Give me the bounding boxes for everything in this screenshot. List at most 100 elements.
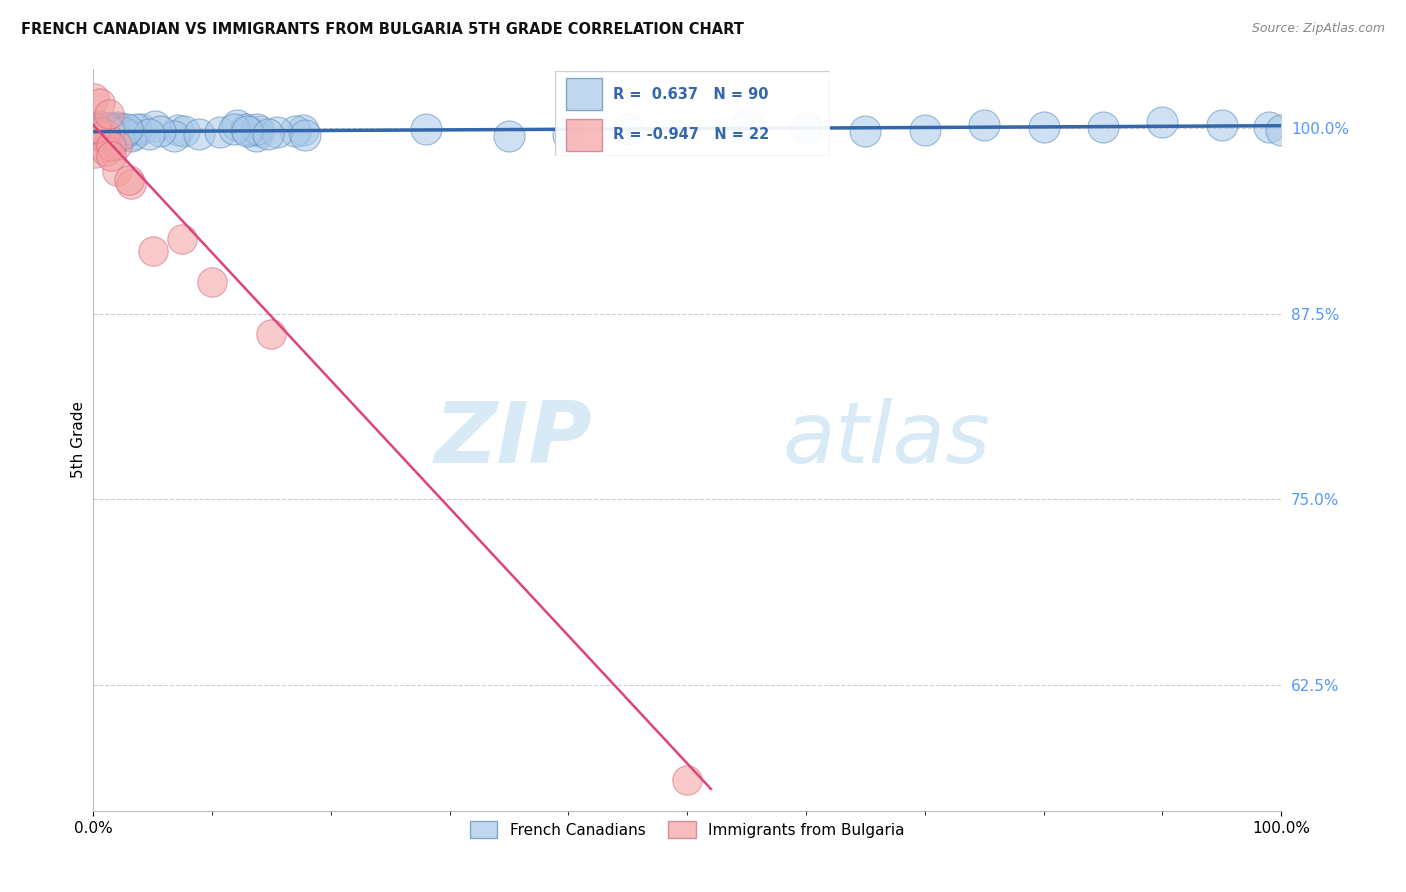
Point bbox=[122, 127, 145, 141]
Point bbox=[735, 118, 758, 132]
Point bbox=[676, 773, 699, 788]
Point bbox=[120, 128, 142, 143]
Y-axis label: 5th Grade: 5th Grade bbox=[72, 401, 86, 478]
Point bbox=[97, 124, 120, 138]
Point bbox=[1152, 115, 1174, 129]
Point bbox=[166, 123, 188, 137]
Point bbox=[86, 121, 108, 136]
Point bbox=[86, 126, 108, 140]
Point bbox=[93, 120, 115, 135]
Point bbox=[143, 119, 166, 133]
Point bbox=[97, 128, 120, 143]
Point bbox=[107, 121, 129, 136]
Point bbox=[94, 130, 117, 145]
Point bbox=[93, 128, 115, 142]
Point bbox=[87, 128, 110, 142]
Point bbox=[110, 122, 132, 136]
Point bbox=[103, 128, 125, 142]
Point bbox=[94, 126, 117, 140]
Point bbox=[246, 122, 269, 136]
Point bbox=[84, 122, 107, 136]
Point bbox=[294, 128, 316, 142]
Point bbox=[110, 128, 132, 143]
Point bbox=[112, 126, 135, 140]
Point bbox=[235, 122, 257, 136]
Point bbox=[149, 124, 172, 138]
Point bbox=[83, 126, 105, 140]
Point bbox=[96, 121, 118, 136]
Point bbox=[84, 146, 107, 161]
Point bbox=[98, 124, 121, 138]
Point bbox=[83, 91, 105, 105]
Point bbox=[226, 118, 249, 132]
Point bbox=[94, 121, 117, 136]
Point bbox=[260, 327, 283, 342]
Point bbox=[245, 128, 267, 143]
Point bbox=[91, 127, 114, 141]
Point bbox=[105, 138, 128, 153]
Point bbox=[89, 125, 111, 139]
FancyBboxPatch shape bbox=[567, 119, 602, 151]
Point bbox=[105, 164, 128, 178]
Text: atlas: atlas bbox=[782, 399, 990, 482]
Point bbox=[98, 126, 121, 140]
Point bbox=[91, 126, 114, 140]
Point bbox=[100, 139, 122, 153]
Point bbox=[103, 124, 125, 138]
Point bbox=[97, 121, 120, 136]
Point bbox=[90, 128, 112, 142]
Point bbox=[1258, 120, 1281, 135]
Point bbox=[84, 125, 107, 139]
Point bbox=[616, 121, 638, 136]
Point bbox=[129, 122, 152, 136]
Point bbox=[98, 128, 121, 142]
FancyBboxPatch shape bbox=[555, 71, 830, 156]
Point bbox=[201, 275, 224, 289]
Point bbox=[173, 124, 195, 138]
Point bbox=[1091, 120, 1114, 134]
Point bbox=[1270, 122, 1292, 136]
Point bbox=[853, 124, 876, 138]
Point bbox=[291, 123, 314, 137]
Point bbox=[247, 124, 270, 138]
Point bbox=[498, 128, 520, 143]
Point bbox=[98, 128, 121, 142]
Point bbox=[235, 123, 257, 137]
Text: R = -0.947   N = 22: R = -0.947 N = 22 bbox=[613, 128, 769, 143]
Point bbox=[96, 123, 118, 137]
Point bbox=[415, 121, 437, 136]
Point bbox=[97, 107, 120, 121]
Point bbox=[118, 173, 141, 187]
Point bbox=[257, 127, 280, 141]
Point bbox=[86, 121, 108, 136]
FancyBboxPatch shape bbox=[567, 78, 602, 111]
Point bbox=[93, 126, 115, 140]
Point bbox=[794, 121, 817, 136]
Point bbox=[557, 128, 579, 143]
Point bbox=[121, 177, 143, 191]
Point bbox=[115, 122, 138, 136]
Point bbox=[224, 121, 246, 136]
Point bbox=[94, 140, 117, 154]
Point bbox=[142, 244, 165, 258]
Text: Source: ZipAtlas.com: Source: ZipAtlas.com bbox=[1251, 22, 1385, 36]
Point bbox=[125, 122, 148, 136]
Point bbox=[111, 128, 134, 142]
Point bbox=[138, 127, 160, 141]
Point bbox=[100, 149, 122, 163]
Point bbox=[1032, 120, 1054, 135]
Point bbox=[110, 125, 132, 139]
Point bbox=[94, 144, 117, 158]
Point bbox=[86, 124, 108, 138]
Point bbox=[107, 120, 129, 134]
Point bbox=[90, 128, 112, 142]
Point bbox=[91, 129, 114, 144]
Point bbox=[94, 127, 117, 141]
Point bbox=[1211, 119, 1233, 133]
Point bbox=[103, 131, 125, 145]
Text: FRENCH CANADIAN VS IMMIGRANTS FROM BULGARIA 5TH GRADE CORRELATION CHART: FRENCH CANADIAN VS IMMIGRANTS FROM BULGA… bbox=[21, 22, 744, 37]
Point bbox=[90, 124, 112, 138]
Point bbox=[110, 128, 132, 142]
Point bbox=[93, 127, 115, 141]
Point bbox=[84, 124, 107, 138]
